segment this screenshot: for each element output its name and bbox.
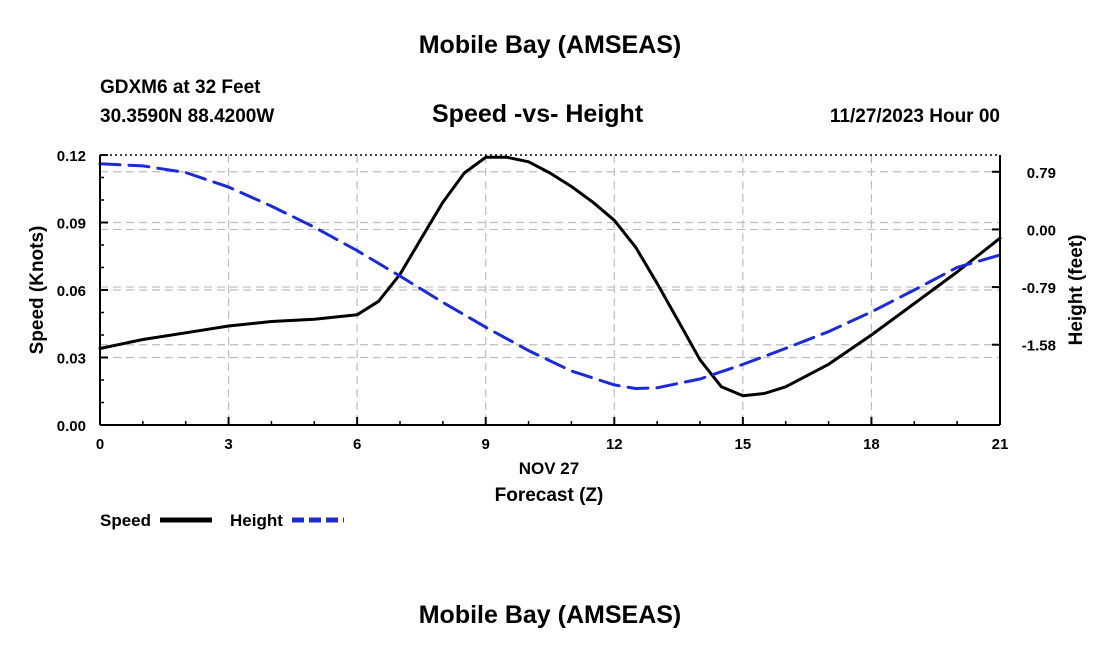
y2-tick-label: -0.79 (1022, 280, 1056, 297)
x-tick-label: 6 (353, 436, 361, 453)
y2-axis-title: Height (feet) (1066, 235, 1087, 346)
series-line-speed (98, 155, 1002, 398)
x-axis-date-label: NOV 27 (519, 459, 579, 478)
x-tick-label: 12 (606, 436, 623, 453)
grid (100, 155, 1000, 425)
coordinates-label: 30.3590N 88.4200W (100, 106, 275, 127)
page-title-bottom: Mobile Bay (AMSEAS) (418, 601, 682, 629)
y-axis-title: Speed (Knots) (27, 226, 48, 355)
y-tick-label: 0.12 (57, 148, 86, 165)
legend: Speed Height (100, 511, 344, 530)
y2-tick-label: -1.58 (1022, 338, 1056, 355)
speed-height-chart: 0 3 6 9 12 15 18 21 0.00 0.03 0.06 0.09 0.12 0.79 0.00… (27, 148, 1087, 530)
legend-speed-label: Speed (100, 511, 151, 530)
date-hour-label: 11/27/2023 Hour 00 (829, 106, 1000, 127)
x-tick-label: 18 (863, 436, 880, 453)
y-tick-label: 0.06 (57, 283, 86, 300)
x-tick-label: 15 (735, 436, 752, 453)
y2-tick-label: 0.79 (1027, 165, 1056, 182)
y2-tick-label: 0.00 (1027, 222, 1056, 239)
chart-title: Speed -vs- Height (432, 100, 644, 128)
station-label: GDXM6 at 32 Feet (100, 77, 261, 98)
x-tick-label: 21 (992, 436, 1009, 453)
axes: 0 3 6 9 12 15 18 21 0.00 0.03 0.06 0.09 0.12 0.79 0.00… (57, 148, 1056, 453)
series-layer (98, 155, 1002, 398)
legend-height-label: Height (230, 511, 283, 530)
series-line-height (98, 162, 1002, 390)
y-tick-label: 0.09 (57, 216, 86, 233)
x-tick-label: 3 (224, 436, 232, 453)
x-tick-label: 9 (482, 436, 490, 453)
x-axis-title: Forecast (Z) (495, 485, 604, 506)
y-tick-label: 0.00 (57, 418, 86, 435)
x-tick-label: 0 (96, 436, 104, 453)
axis-labels: NOV 27 Forecast (Z) Speed (Knots) Height… (27, 226, 1087, 506)
page-title-top: Mobile Bay (AMSEAS) (418, 31, 682, 59)
y-tick-label: 0.03 (57, 351, 86, 368)
